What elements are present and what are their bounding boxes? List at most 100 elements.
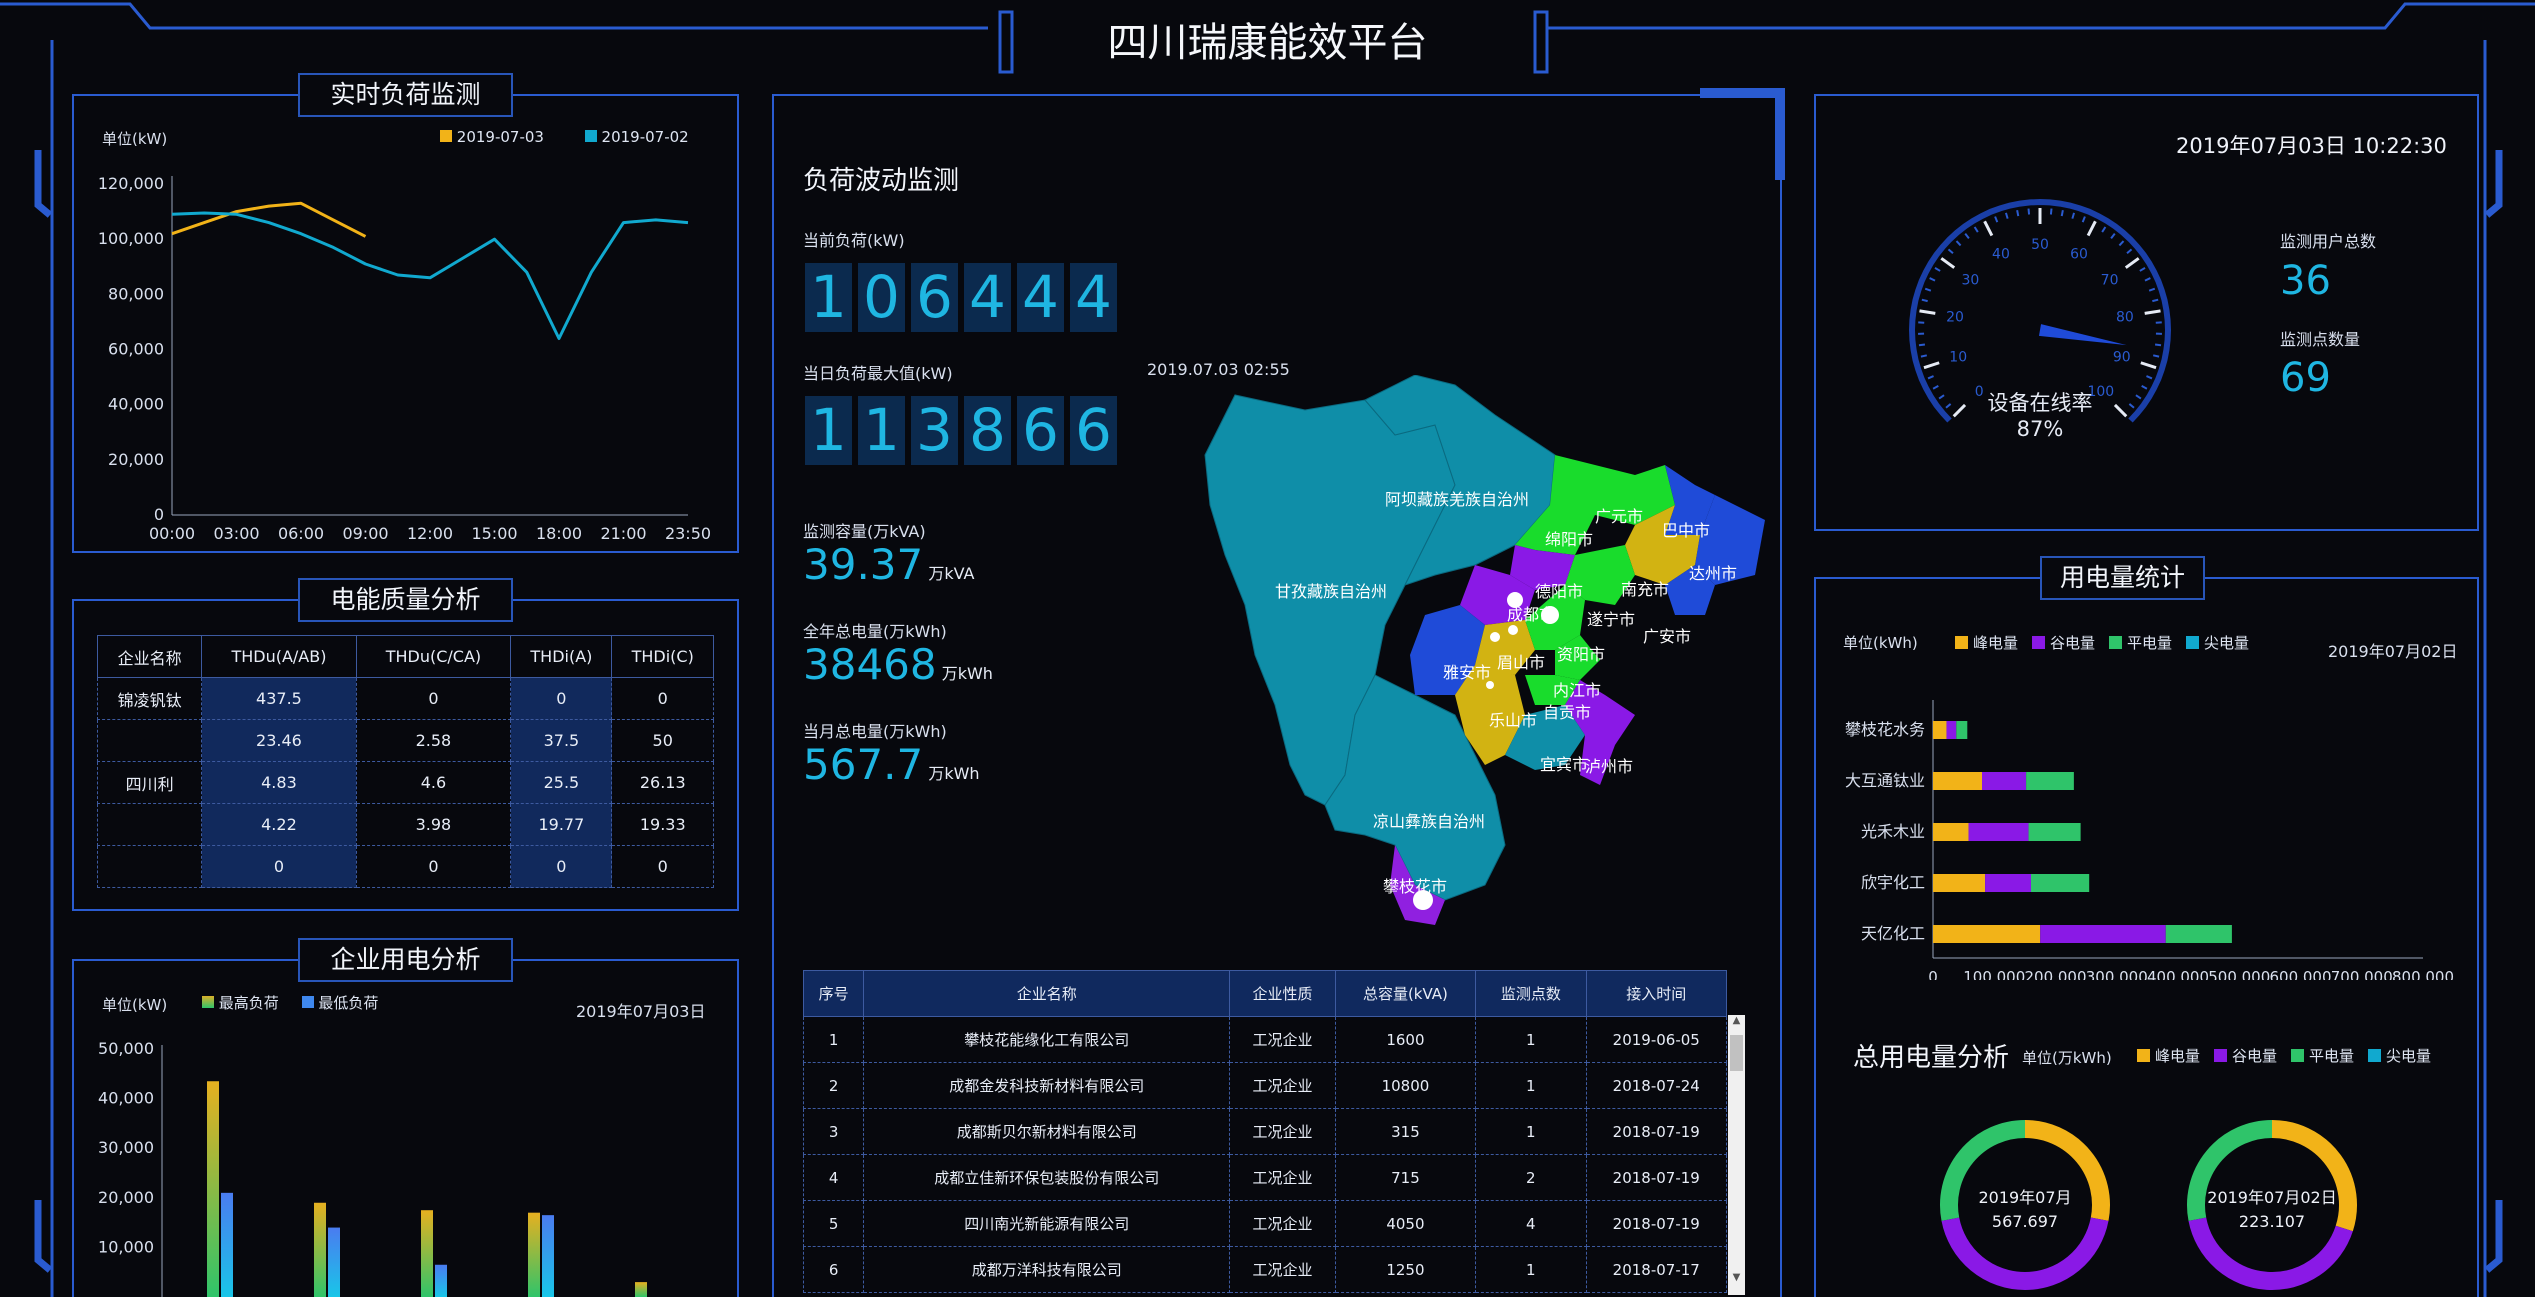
fluct-title: 负荷波动监测 — [803, 166, 960, 196]
x-tick-label: 0 — [1928, 968, 1938, 980]
digit-box: 0 — [858, 263, 905, 332]
gauge-tick — [2152, 298, 2159, 303]
x-tick-label: 23:50 — [665, 524, 711, 540]
map-label-guangyuan: 广元市 — [1595, 507, 1643, 526]
legend-swatch-max — [202, 996, 214, 1008]
scroll-up-icon[interactable]: ▲ — [1732, 1015, 1741, 1026]
quality-cell: 0 — [611, 845, 714, 888]
list-cell: 1250 — [1334, 1246, 1477, 1293]
gauge-tick — [2148, 287, 2156, 292]
digit-box: 4 — [964, 263, 1011, 332]
x-tick-label: 800,000 — [2392, 968, 2454, 980]
digit-box: 1 — [858, 396, 905, 465]
list-cell: 2018-07-19 — [1585, 1154, 1727, 1201]
gauge-tick — [1964, 232, 1970, 239]
capacity-unit: 万kVA — [928, 564, 975, 583]
stack-segment — [1946, 721, 1957, 739]
bar-min-load — [435, 1264, 447, 1297]
digit-box: 1 — [805, 396, 852, 465]
map-label-ziyang: 资阳市 — [1557, 645, 1605, 664]
map-label-meishan: 眉山市 — [1497, 653, 1545, 672]
gauge-tick-label: 40 — [1992, 246, 2010, 262]
donut-value: 223.107 — [2239, 1212, 2305, 1231]
quality-cell: 0 — [611, 677, 714, 720]
donut-label: 2019年07月02日 — [2207, 1188, 2336, 1207]
gauge-tick — [1952, 403, 1967, 418]
gauge-tick-label: 20 — [1946, 310, 1964, 326]
quality-cell: 50 — [611, 719, 714, 762]
map-label-nanchong: 南充市 — [1621, 580, 1669, 599]
map-region-yibin — [1505, 705, 1585, 770]
y-tick-label: 30,000 — [98, 1138, 154, 1157]
x-tick-label: 500,000 — [2208, 968, 2270, 980]
list-cell: 工况企业 — [1229, 1200, 1336, 1247]
total-donut-charts: 2019年07月 567.697 2019年07月02日 223.107 — [1940, 1120, 2357, 1290]
map-region-luzhou — [1565, 680, 1635, 785]
gauge-tick-label: 0 — [1975, 384, 1984, 400]
list-cell: 1 — [1475, 1108, 1587, 1155]
table-row[interactable]: 6 成都万洋科技有限公司 工况企业 1250 1 2018-07-17 — [802, 1246, 1727, 1293]
realtime-title: 实时负荷监测 — [298, 73, 513, 117]
legend-label: 平电量 — [2127, 634, 2173, 652]
table-row[interactable]: 1 攀枝花能缘化工有限公司 工况企业 1600 1 2019-06-05 — [802, 1016, 1727, 1063]
list-cell: 1 — [1475, 1062, 1587, 1109]
bar-max-load — [207, 1081, 219, 1297]
category-label: 欣宇化工 — [1861, 873, 1925, 892]
list-cell: 成都万洋科技有限公司 — [863, 1246, 1231, 1293]
realtime-legend: 2019-07-03 2019-07-02 — [440, 128, 689, 146]
quality-cell: 0 — [355, 845, 512, 888]
gauge-tick — [2005, 212, 2009, 219]
scroll-down-icon[interactable]: ▼ — [1728, 1272, 1745, 1292]
list-cell: 攀枝花能缘化工有限公司 — [863, 1016, 1231, 1063]
stack-segment — [2031, 874, 2090, 892]
list-cell: 4 — [802, 1154, 865, 1201]
stack-segment — [1933, 874, 1986, 892]
scroll-thumb[interactable] — [1730, 1035, 1743, 1071]
quality-header: 企业名称 — [96, 635, 203, 678]
legend-swatch-0703 — [440, 130, 452, 142]
donut-slice — [2024, 1120, 2110, 1221]
map-label-ganzi: 甘孜藏族自治州 — [1275, 582, 1387, 601]
y-tick-label: 50,000 — [98, 1039, 154, 1058]
map-region-liangshan — [1324, 674, 1506, 901]
stack-segment — [1933, 772, 1982, 790]
max-load-time: 2019.07.03 02:55 — [1147, 360, 1290, 379]
map-point-panzhihua — [1413, 890, 1433, 910]
gauge-tick — [1938, 394, 1945, 400]
gauge-tick — [2135, 394, 2142, 400]
legend-swatch — [2032, 636, 2046, 649]
quality-cell: 0 — [510, 677, 613, 720]
table-row[interactable]: 3 成都斯贝尔新材料有限公司 工况企业 315 1 2018-07-19 — [802, 1108, 1727, 1155]
gauge-tick-label: 80 — [2116, 310, 2134, 326]
list-cell: 3 — [802, 1108, 865, 1155]
legend-label-0703: 2019-07-03 — [456, 128, 544, 146]
donut-slice — [2187, 1120, 2273, 1221]
total-title: 总用电量分析 — [1853, 1043, 2010, 1073]
list-cell: 1 — [1475, 1246, 1587, 1293]
y-tick-label: 20,000 — [98, 1188, 154, 1207]
list-header: 接入时间 — [1585, 970, 1727, 1017]
x-tick-label: 03:00 — [213, 524, 259, 540]
gauge-datetime: 2019年07月03日 10:22:30 — [2176, 134, 2447, 158]
list-header: 序号 — [802, 970, 865, 1017]
bar-max-load — [528, 1212, 540, 1297]
list-cell: 四川南光新能源有限公司 — [863, 1200, 1231, 1247]
legend-label: 尖电量 — [2386, 1047, 2432, 1065]
stack-segment — [1985, 874, 2031, 892]
gauge-tick-label: 30 — [1962, 272, 1980, 288]
gauge-tick — [2128, 403, 2135, 409]
y-tick-label: 80,000 — [108, 284, 164, 303]
donut-value: 567.697 — [1992, 1212, 2058, 1231]
gauge-tick — [2126, 248, 2133, 255]
table-row[interactable]: 2 成都金发科技新材料有限公司 工况企业 10800 1 2018-07-24 — [802, 1062, 1727, 1109]
gauge-tick — [2110, 232, 2116, 239]
table-row[interactable]: 4 成都立佳新环保包装股份有限公司 工况企业 715 2 2018-07-19 — [802, 1154, 1727, 1201]
legend-label: 尖电量 — [2204, 634, 2250, 652]
map-region-dazhou — [1695, 495, 1765, 585]
category-label: 光禾木业 — [1861, 822, 1925, 841]
list-cell: 1600 — [1334, 1016, 1477, 1063]
table-row[interactable]: 5 四川南光新能源有限公司 工况企业 4050 4 2018-07-19 — [802, 1200, 1727, 1247]
table-scrollbar[interactable]: ▲ — [1728, 1015, 1745, 1295]
digit-box: 6 — [1070, 396, 1117, 465]
